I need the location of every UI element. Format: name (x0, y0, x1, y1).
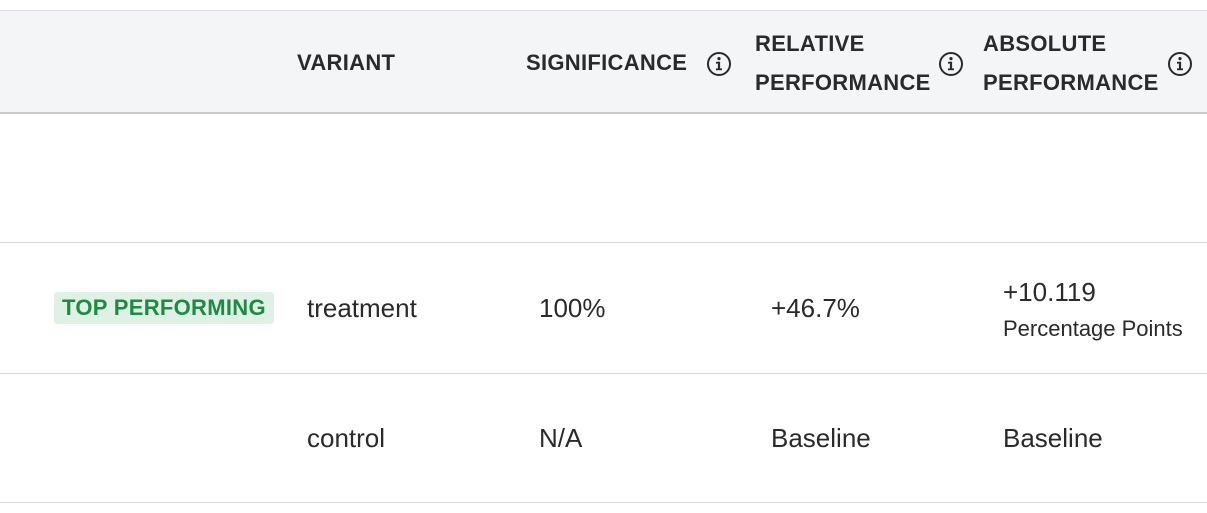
header-significance: SIGNIFICANCE (526, 43, 687, 82)
significance-value: N/A (539, 423, 583, 453)
relative-performance-info-icon[interactable] (938, 51, 964, 77)
row-divider (0, 242, 1207, 243)
header-relative-line1: RELATIVE (755, 31, 865, 56)
header-absolute-line2: PERFORMANCE (983, 70, 1159, 95)
top-performing-badge: TOP PERFORMING (54, 292, 274, 324)
absolute-performance-unit: Percentage Points (1003, 316, 1183, 341)
header-variant: VARIANT (297, 43, 395, 82)
absolute-performance-value: Baseline (1003, 423, 1103, 453)
row-divider (0, 373, 1207, 374)
significance-value: 100% (539, 293, 606, 323)
table-header: VARIANT SIGNIFICANCE RELATIVE PERFORMANC… (0, 10, 1207, 114)
absolute-performance-value: +10.119 (1003, 277, 1096, 307)
header-relative-line2: PERFORMANCE (755, 70, 931, 95)
relative-performance-value: Baseline (771, 423, 871, 453)
header-absolute-performance: ABSOLUTE PERFORMANCE (983, 24, 1159, 102)
absolute-performance-info-icon[interactable] (1167, 51, 1193, 77)
header-relative-performance: RELATIVE PERFORMANCE (755, 24, 931, 102)
row-divider (0, 502, 1207, 503)
relative-performance-value: +46.7% (771, 293, 860, 323)
significance-info-icon[interactable] (706, 51, 732, 77)
variant-name: control (307, 423, 386, 453)
header-significance-label: SIGNIFICANCE (526, 50, 688, 75)
variant-name: treatment (307, 293, 417, 323)
header-variant-label: VARIANT (297, 50, 396, 75)
header-absolute-line1: ABSOLUTE (983, 31, 1107, 56)
